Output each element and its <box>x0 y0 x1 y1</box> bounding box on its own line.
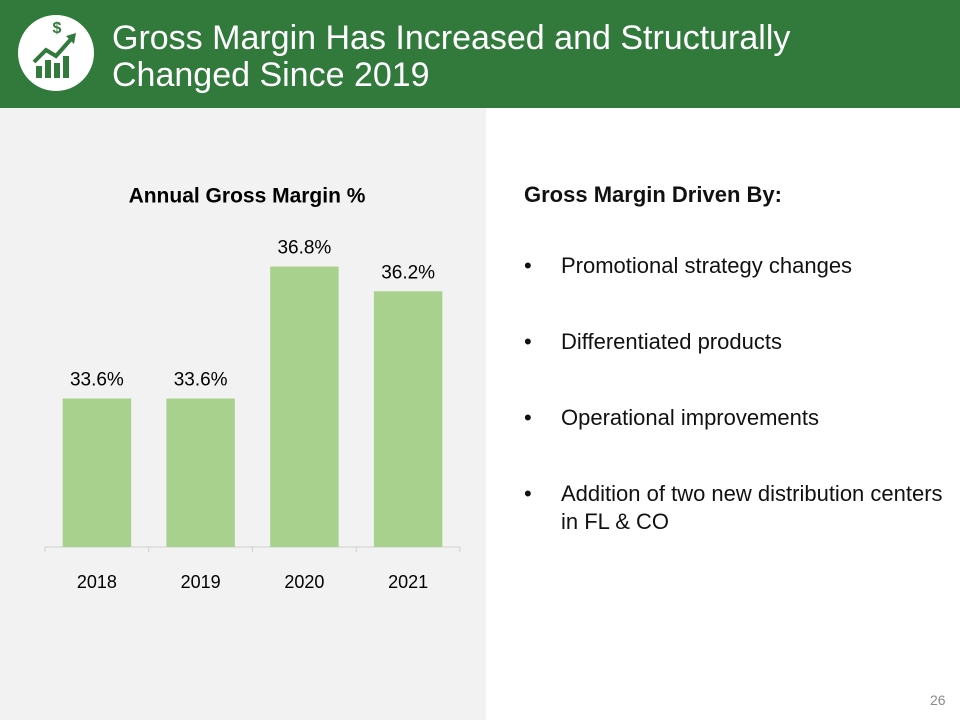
bullet-heading: Gross Margin Driven By: <box>524 182 782 207</box>
bullet-item: Addition of two new distribution centers… <box>524 480 944 536</box>
slide-title: Gross Margin Has Increased and Structura… <box>112 19 791 94</box>
bullet-item: Promotional strategy changes <box>524 252 944 280</box>
chart-title: Annual Gross Margin % <box>129 185 366 208</box>
bar <box>373 291 443 547</box>
x-tick-label: 2020 <box>284 572 324 592</box>
bar <box>166 398 235 547</box>
value-label: 36.8% <box>277 238 331 259</box>
value-label: 33.6% <box>174 370 228 391</box>
bar <box>270 266 339 547</box>
bar <box>62 398 132 547</box>
svg-text:$: $ <box>53 20 62 37</box>
bullet-list: Promotional strategy changes Differentiat… <box>524 252 944 536</box>
bullet-item: Operational improvements <box>524 404 944 432</box>
header-bar: $ Gross Margin Has Increased and Structu… <box>0 0 960 108</box>
bullet-panel: Gross Margin Driven By: Promotional stra… <box>524 182 944 584</box>
page-number: 26 <box>930 692 946 708</box>
value-label: 36.2% <box>381 262 435 283</box>
bullet-item: Differentiated products <box>524 328 944 356</box>
x-tick-label: 2021 <box>388 572 428 592</box>
x-tick-label: 2019 <box>181 572 221 592</box>
logo-icon: $ <box>18 15 94 91</box>
chart: Annual Gross Margin % 33.6% 2018 33.6% 2019… <box>44 185 461 592</box>
value-label: 33.6% <box>70 370 124 391</box>
x-tick-label: 2018 <box>77 572 117 592</box>
